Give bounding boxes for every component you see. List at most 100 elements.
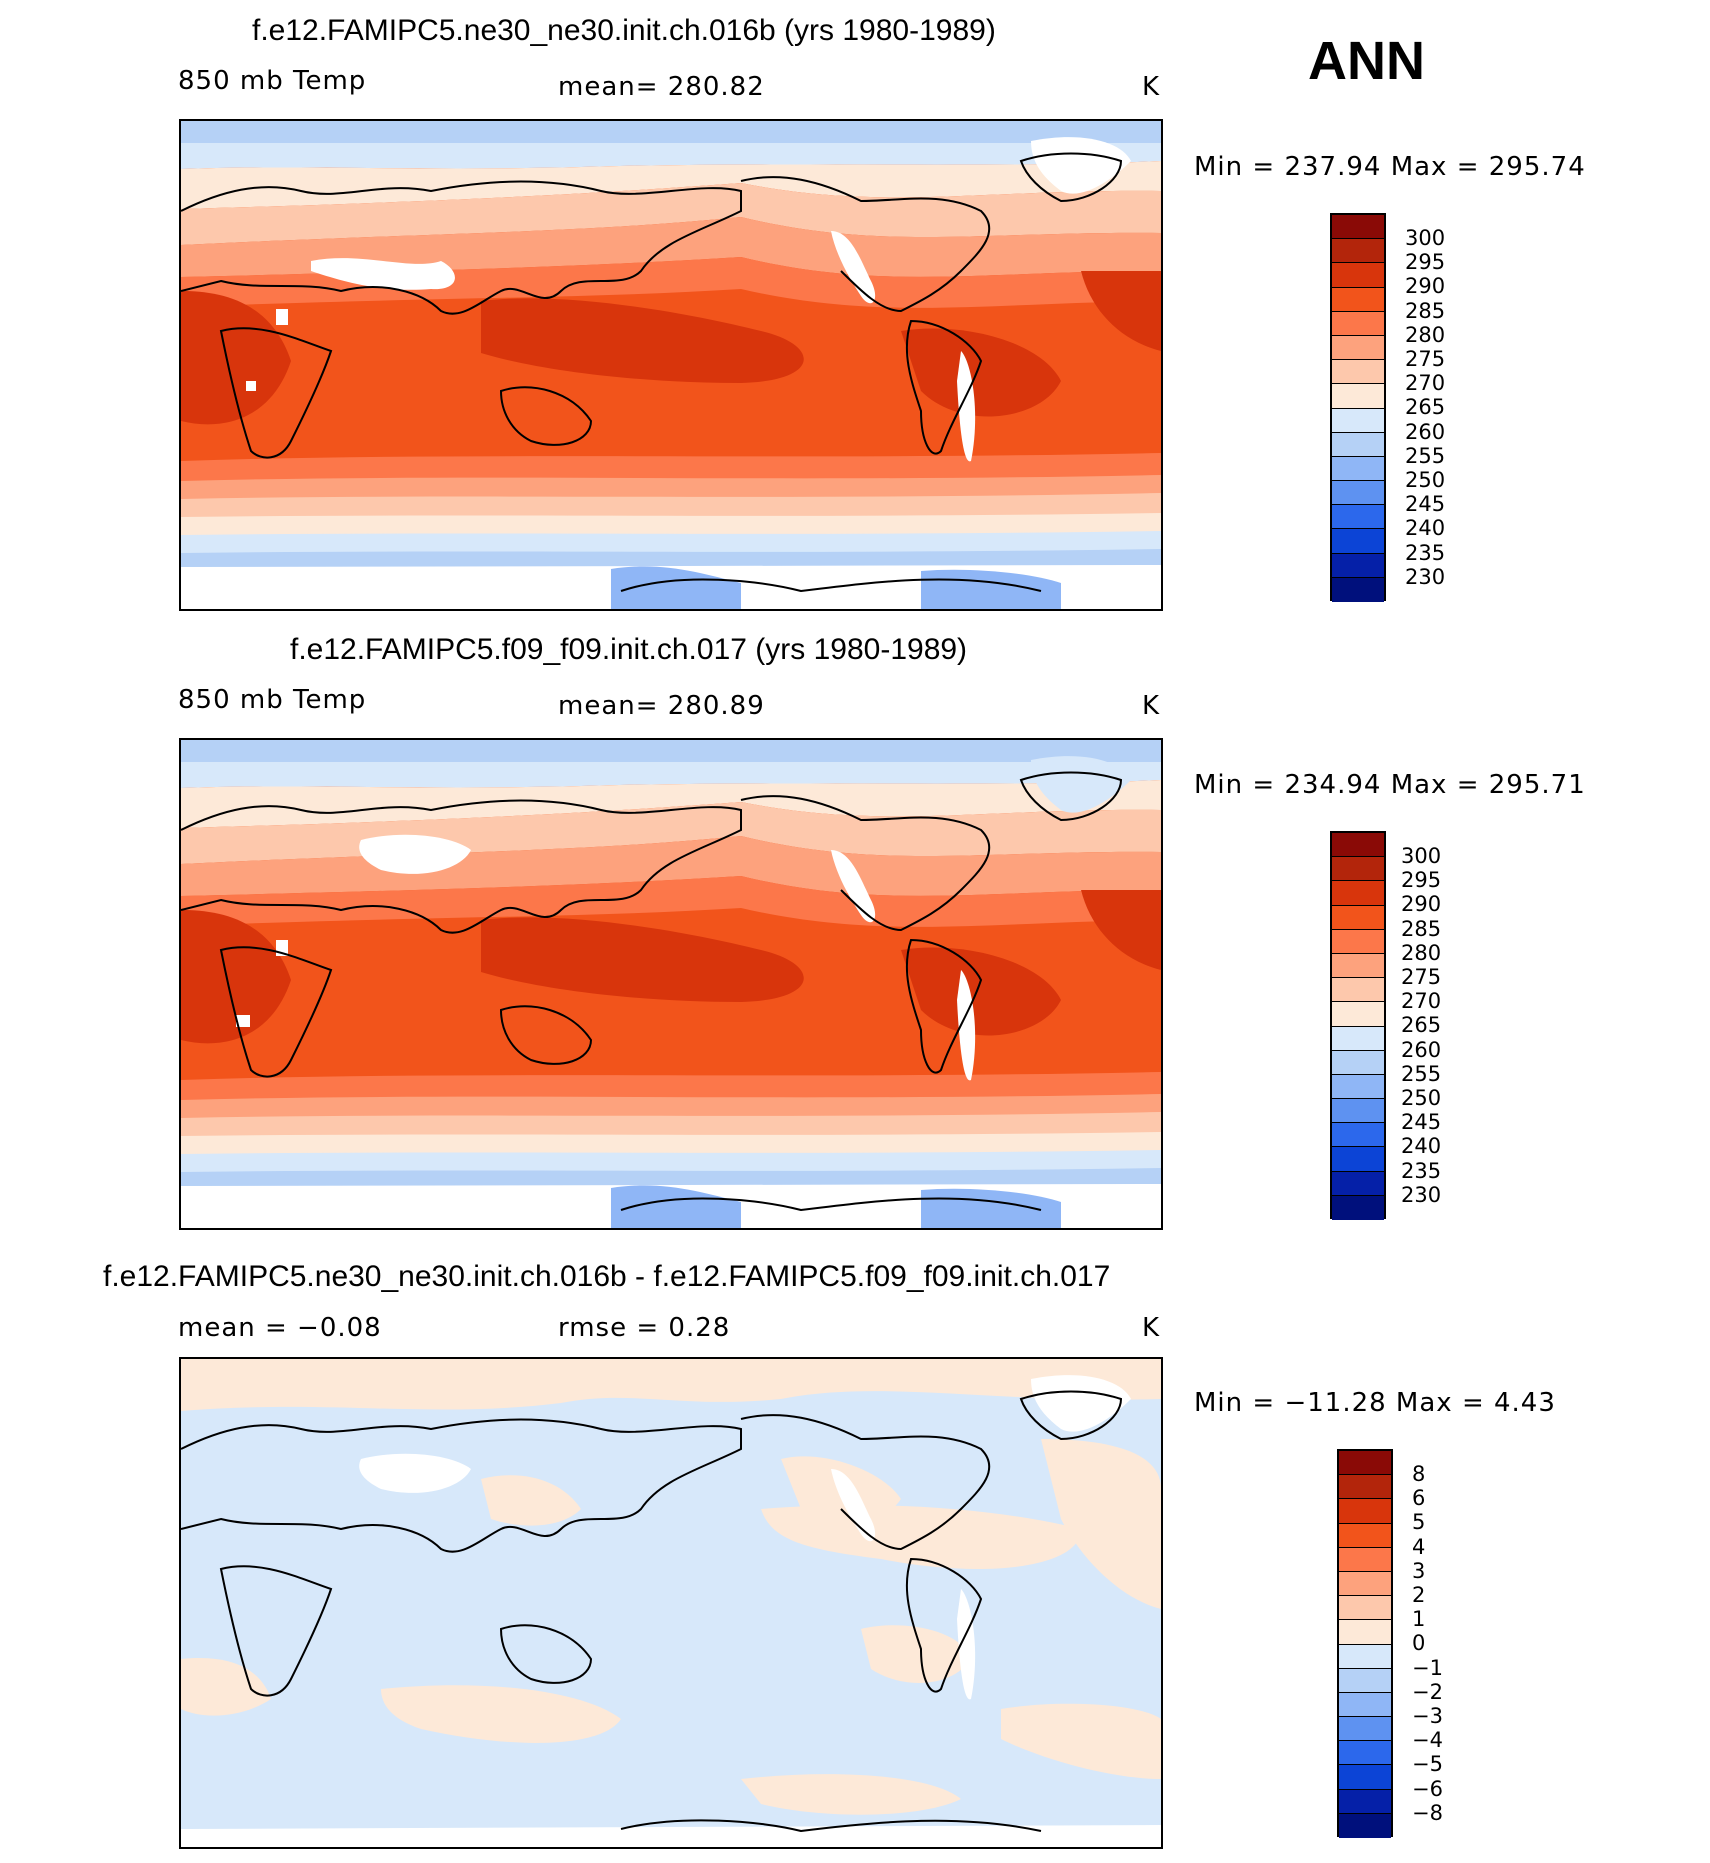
colorbar-tick-label: 300 (1401, 844, 1442, 868)
colorbar-tick-label: 255 (1401, 1061, 1442, 1086)
colorbar-swatch (1332, 529, 1384, 554)
panel2-colorbar (1330, 831, 1386, 1220)
panel1-title: f.e12.FAMIPC5.ne30_ne30.init.ch.016b (yr… (252, 14, 996, 47)
colorbar-tick-label: 6 (1412, 1486, 1426, 1511)
colorbar-tick-label: 0 (1412, 1631, 1426, 1656)
colorbar-swatch (1339, 1620, 1391, 1645)
colorbar-tick-label: 1 (1412, 1607, 1426, 1632)
colorbar-tick-label: 4 (1412, 1534, 1426, 1559)
colorbar-swatch (1332, 456, 1384, 482)
colorbar-swatch (1332, 833, 1384, 858)
panel1-minmax: Min = 237.94 Max = 295.74 (1194, 152, 1586, 182)
colorbar-tick-label: 8 (1412, 1462, 1426, 1486)
colorbar-tick-label: −2 (1412, 1679, 1443, 1704)
colorbar-tick-label: 260 (1401, 1037, 1442, 1062)
colorbar-swatch (1332, 481, 1384, 506)
colorbar-tick-label: 270 (1401, 989, 1442, 1014)
panel2-variable-label: 850 mb Temp (178, 685, 367, 715)
colorbar-tick-label: 250 (1401, 1086, 1442, 1110)
colorbar-swatch (1332, 384, 1384, 409)
colorbar-tick-label: 230 (1405, 564, 1446, 589)
panel1-units: K (1142, 72, 1161, 102)
colorbar-tick-label: 245 (1401, 1110, 1442, 1135)
colorbar-swatch (1339, 1813, 1391, 1838)
colorbar-swatch (1332, 311, 1384, 336)
colorbar-swatch (1339, 1547, 1391, 1572)
season-label: ANN (1308, 31, 1425, 91)
colorbar-tick-label: −8 (1412, 1800, 1443, 1825)
colorbar-tick-label: 290 (1405, 274, 1446, 299)
panel2-title: f.e12.FAMIPC5.f09_f09.init.ch.017 (yrs 1… (290, 633, 968, 666)
panel3-colorbar (1337, 1449, 1393, 1838)
colorbar-swatch (1332, 1123, 1384, 1148)
colorbar-swatch (1339, 1523, 1391, 1548)
panel1-map (179, 119, 1163, 611)
colorbar-tick-label: 275 (1401, 965, 1442, 989)
panel3-rmse-label: rmse = 0.28 (558, 1313, 731, 1343)
colorbar-swatch (1332, 408, 1384, 433)
panel3-title: f.e12.FAMIPC5.ne30_ne30.init.ch.016b - f… (103, 1260, 1111, 1293)
colorbar-tick-label: 290 (1401, 892, 1442, 917)
colorbar-tick-label: 280 (1401, 940, 1442, 965)
colorbar-tick-label: 265 (1405, 395, 1446, 420)
colorbar-tick-label: −4 (1412, 1728, 1443, 1753)
panel3-map (179, 1357, 1163, 1849)
colorbar-swatch (1339, 1692, 1391, 1718)
panel1-variable-label: 850 mb Temp (178, 66, 367, 96)
colorbar-swatch (1332, 505, 1384, 530)
colorbar-tick-label: 255 (1405, 443, 1446, 468)
panel2-units: K (1142, 691, 1161, 721)
colorbar-swatch (1332, 1050, 1384, 1075)
colorbar-tick-label: 275 (1405, 347, 1446, 371)
colorbar-tick-label: 235 (1405, 540, 1446, 565)
colorbar-tick-label: 260 (1405, 419, 1446, 444)
panel3-minmax: Min = −11.28 Max = 4.43 (1194, 1388, 1556, 1418)
colorbar-swatch (1332, 287, 1384, 312)
colorbar-swatch (1332, 857, 1384, 882)
colorbar-swatch (1332, 432, 1384, 457)
colorbar-swatch (1332, 929, 1384, 954)
colorbar-swatch (1339, 1789, 1391, 1814)
colorbar-swatch (1332, 978, 1384, 1003)
colorbar-swatch (1332, 1195, 1384, 1220)
colorbar-swatch (1332, 577, 1384, 602)
colorbar-tick-label: 295 (1401, 868, 1442, 893)
panel2-map (179, 738, 1163, 1230)
colorbar-swatch (1332, 1171, 1384, 1196)
colorbar-tick-label: 5 (1412, 1510, 1426, 1535)
colorbar-tick-label: 265 (1401, 1013, 1442, 1038)
colorbar-tick-label: 270 (1405, 371, 1446, 396)
colorbar-swatch (1339, 1596, 1391, 1621)
colorbar-swatch (1332, 1002, 1384, 1027)
colorbar-swatch (1332, 953, 1384, 979)
colorbar-tick-label: 245 (1405, 492, 1446, 517)
colorbar-swatch (1339, 1644, 1391, 1669)
colorbar-swatch (1339, 1741, 1391, 1766)
colorbar-tick-label: 280 (1405, 322, 1446, 347)
panel1-colorbar (1330, 213, 1386, 602)
colorbar-swatch (1339, 1571, 1391, 1597)
colorbar-tick-label: 2 (1412, 1583, 1426, 1607)
panel2-mean-label: mean= 280.89 (558, 691, 765, 721)
colorbar-swatch (1332, 215, 1384, 240)
colorbar-tick-label: −6 (1412, 1776, 1443, 1801)
colorbar-tick-label: −5 (1412, 1752, 1443, 1777)
colorbar-swatch (1339, 1765, 1391, 1790)
colorbar-swatch (1339, 1475, 1391, 1500)
colorbar-tick-label: 295 (1405, 250, 1446, 275)
colorbar-swatch (1332, 905, 1384, 930)
panel3-mean-label: mean = −0.08 (178, 1313, 382, 1343)
colorbar-tick-label: −1 (1412, 1655, 1443, 1680)
panel1-mean-label: mean= 280.82 (558, 72, 765, 102)
colorbar-swatch (1332, 1074, 1384, 1100)
panel3-units: K (1142, 1313, 1161, 1343)
colorbar-swatch (1332, 1147, 1384, 1172)
colorbar-swatch (1332, 881, 1384, 906)
colorbar-swatch (1339, 1717, 1391, 1742)
colorbar-tick-label: 230 (1401, 1182, 1442, 1207)
colorbar-tick-label: 285 (1401, 916, 1442, 941)
colorbar-tick-label: −3 (1412, 1704, 1443, 1728)
colorbar-swatch (1332, 553, 1384, 578)
colorbar-swatch (1339, 1499, 1391, 1524)
colorbar-tick-label: 235 (1401, 1158, 1442, 1183)
